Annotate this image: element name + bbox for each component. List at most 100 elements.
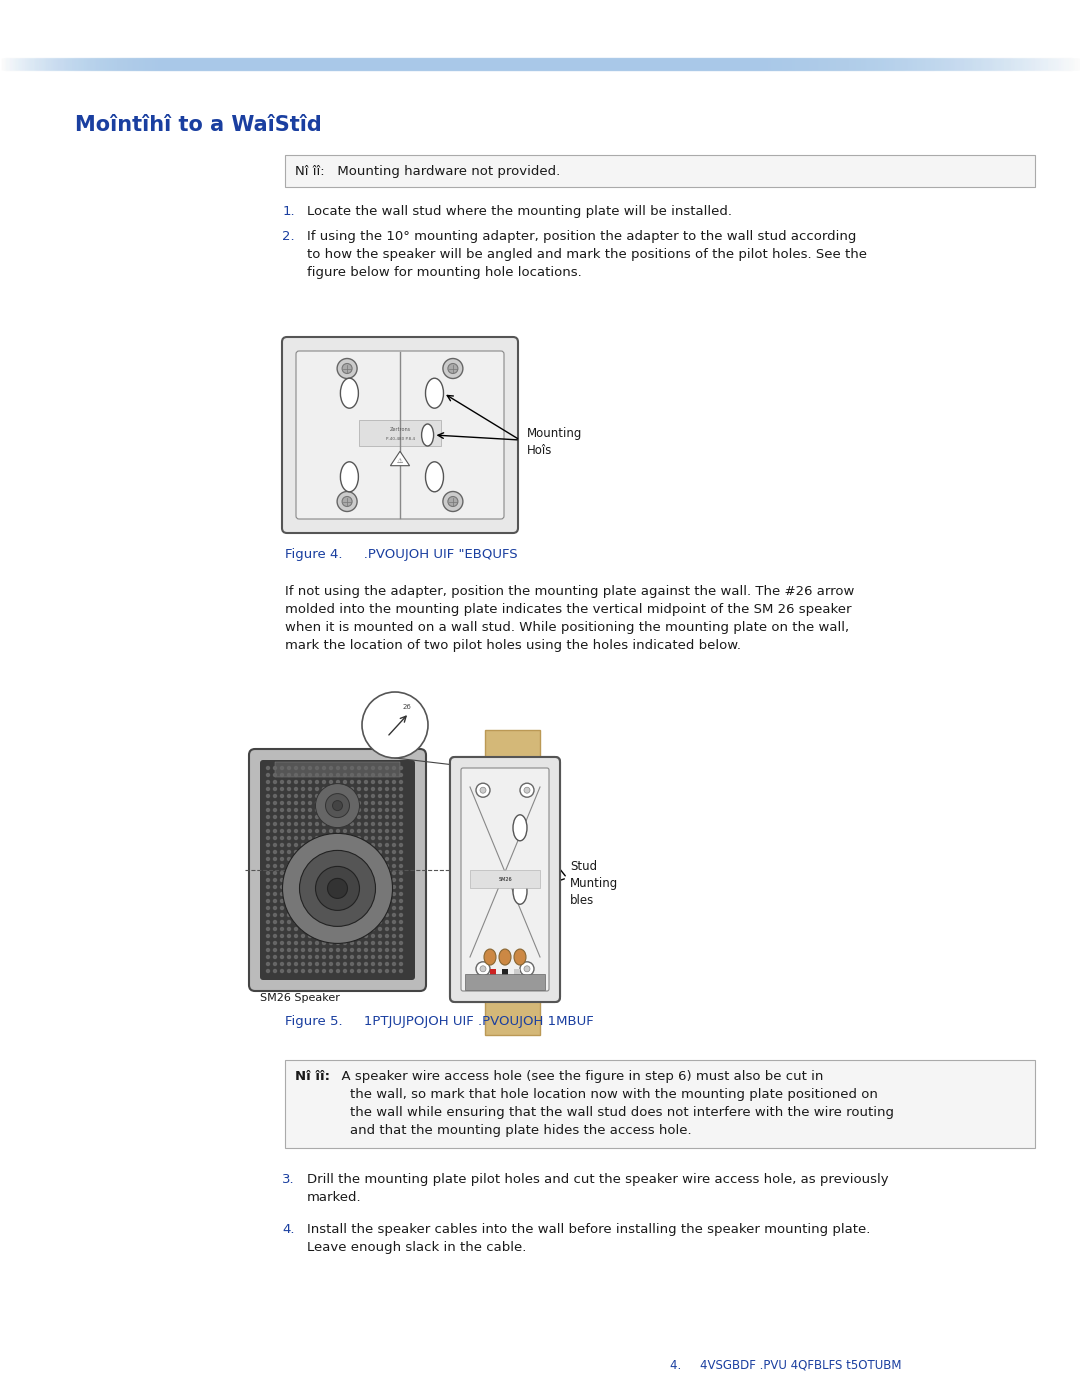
Circle shape	[301, 774, 305, 777]
Text: SM26: SM26	[498, 876, 512, 882]
Circle shape	[343, 907, 347, 909]
Circle shape	[392, 956, 395, 958]
Circle shape	[386, 802, 389, 805]
Circle shape	[309, 928, 311, 930]
Circle shape	[309, 879, 311, 882]
Circle shape	[287, 886, 291, 888]
Ellipse shape	[514, 949, 526, 965]
Circle shape	[301, 865, 305, 868]
Circle shape	[337, 865, 339, 868]
FancyBboxPatch shape	[461, 768, 549, 990]
Circle shape	[287, 935, 291, 937]
Circle shape	[378, 928, 381, 930]
Circle shape	[287, 844, 291, 847]
Circle shape	[315, 893, 319, 895]
Bar	[470, 870, 540, 888]
Circle shape	[287, 851, 291, 854]
Circle shape	[378, 970, 381, 972]
Circle shape	[386, 914, 389, 916]
Circle shape	[357, 935, 361, 937]
Circle shape	[301, 970, 305, 972]
Circle shape	[295, 816, 297, 819]
Circle shape	[301, 830, 305, 833]
Circle shape	[392, 774, 395, 777]
Circle shape	[372, 858, 375, 861]
Circle shape	[337, 492, 357, 511]
Circle shape	[343, 963, 347, 965]
Circle shape	[343, 837, 347, 840]
Circle shape	[309, 963, 311, 965]
Circle shape	[378, 830, 381, 833]
Circle shape	[372, 956, 375, 958]
Circle shape	[267, 830, 270, 833]
Circle shape	[386, 865, 389, 868]
Circle shape	[386, 900, 389, 902]
Circle shape	[365, 914, 367, 916]
Circle shape	[301, 893, 305, 895]
Circle shape	[295, 781, 297, 784]
Circle shape	[325, 793, 350, 817]
Circle shape	[267, 823, 270, 826]
Circle shape	[323, 928, 325, 930]
Circle shape	[357, 921, 361, 923]
Circle shape	[365, 837, 367, 840]
Circle shape	[323, 809, 325, 812]
Circle shape	[301, 802, 305, 805]
Circle shape	[392, 809, 395, 812]
Circle shape	[267, 844, 270, 847]
Circle shape	[329, 928, 333, 930]
Circle shape	[386, 837, 389, 840]
Text: 1.: 1.	[282, 205, 295, 218]
Circle shape	[301, 781, 305, 784]
Circle shape	[309, 781, 311, 784]
Circle shape	[400, 858, 403, 861]
Circle shape	[343, 942, 347, 944]
Circle shape	[309, 872, 311, 875]
Circle shape	[273, 879, 276, 882]
Circle shape	[343, 872, 347, 875]
Circle shape	[351, 837, 353, 840]
Circle shape	[400, 823, 403, 826]
Circle shape	[400, 802, 403, 805]
Bar	[514, 968, 519, 983]
Circle shape	[392, 851, 395, 854]
Circle shape	[267, 802, 270, 805]
Circle shape	[343, 830, 347, 833]
Circle shape	[295, 823, 297, 826]
Ellipse shape	[513, 814, 527, 841]
Circle shape	[315, 809, 319, 812]
Circle shape	[480, 787, 486, 793]
Circle shape	[378, 879, 381, 882]
Circle shape	[357, 949, 361, 951]
Circle shape	[337, 963, 339, 965]
Circle shape	[392, 970, 395, 972]
Circle shape	[378, 809, 381, 812]
Bar	[514, 968, 519, 983]
Circle shape	[372, 970, 375, 972]
Text: Locate the wall stud where the mounting plate will be installed.: Locate the wall stud where the mounting …	[307, 205, 732, 218]
Circle shape	[378, 921, 381, 923]
Circle shape	[351, 900, 353, 902]
Circle shape	[351, 865, 353, 868]
Circle shape	[329, 963, 333, 965]
Circle shape	[392, 942, 395, 944]
Circle shape	[295, 851, 297, 854]
Circle shape	[301, 942, 305, 944]
Circle shape	[400, 872, 403, 875]
Circle shape	[281, 858, 283, 861]
Circle shape	[357, 907, 361, 909]
Circle shape	[295, 907, 297, 909]
Circle shape	[273, 956, 276, 958]
Circle shape	[309, 935, 311, 937]
Circle shape	[337, 830, 339, 833]
Circle shape	[295, 956, 297, 958]
Circle shape	[323, 767, 325, 770]
Circle shape	[287, 830, 291, 833]
Circle shape	[400, 809, 403, 812]
Circle shape	[386, 956, 389, 958]
Circle shape	[287, 837, 291, 840]
Circle shape	[343, 886, 347, 888]
FancyBboxPatch shape	[450, 757, 561, 1002]
Circle shape	[267, 914, 270, 916]
Circle shape	[337, 809, 339, 812]
